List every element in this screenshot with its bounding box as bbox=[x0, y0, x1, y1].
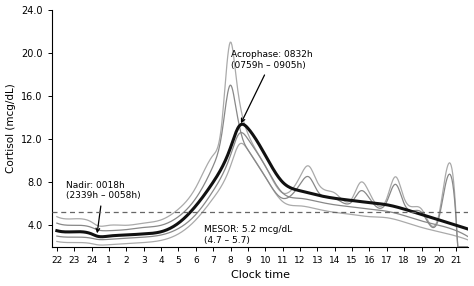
Text: MESOR: 5.2 mcg/dL
(4.7 – 5.7): MESOR: 5.2 mcg/dL (4.7 – 5.7) bbox=[204, 225, 293, 245]
Text: Nadir: 0018h
(2339h – 0058h): Nadir: 0018h (2339h – 0058h) bbox=[65, 181, 140, 232]
X-axis label: Clock time: Clock time bbox=[230, 271, 290, 281]
Y-axis label: Cortisol (mcg/dL): Cortisol (mcg/dL) bbox=[6, 83, 16, 173]
Text: Acrophase: 0832h
(0759h – 0905h): Acrophase: 0832h (0759h – 0905h) bbox=[231, 50, 313, 122]
